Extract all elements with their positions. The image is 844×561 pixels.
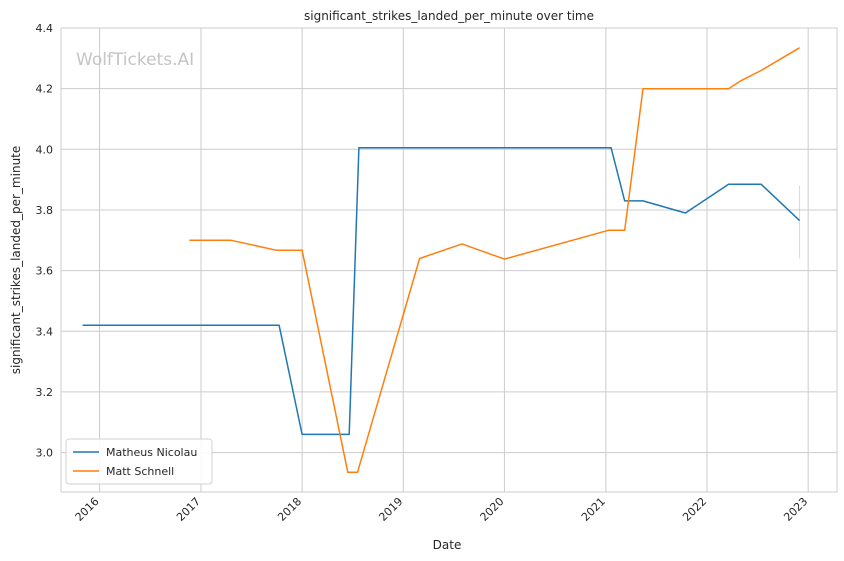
legend-box	[65, 438, 213, 485]
y-tick-label: 3.2	[36, 386, 54, 399]
series-line-matheus-nicolau	[82, 147, 801, 436]
y-tick-label: 4.2	[36, 83, 54, 96]
legend: Matheus Nicolau Matt Schnell	[65, 438, 213, 485]
legend-label-matheus-nicolau: Matheus Nicolau	[106, 446, 197, 459]
chart-title: significant_strikes_landed_per_minute ov…	[304, 9, 594, 23]
x-axis-title: Date	[433, 538, 462, 552]
y-tick-label: 3.4	[36, 325, 54, 338]
y-tick-label: 3.8	[36, 204, 54, 217]
plot-frame	[60, 27, 838, 493]
y-axis-title: significant_strikes_landed_per_minute	[9, 146, 23, 375]
y-tick-label: 4.4	[36, 22, 54, 35]
watermark: WolfTickets.AI	[76, 50, 194, 70]
y-tick-label: 3.6	[36, 265, 54, 278]
y-tick-label: 4.0	[36, 143, 54, 156]
series-lines	[82, 47, 801, 474]
y-tick-labels: 3.0 3.2 3.4 3.6 3.8 4.0 4.2 4.4	[36, 22, 54, 460]
y-tick-label: 3.0	[36, 447, 54, 460]
series-line-matt-schnell	[189, 47, 800, 474]
legend-label-matt-schnell: Matt Schnell	[106, 465, 174, 478]
